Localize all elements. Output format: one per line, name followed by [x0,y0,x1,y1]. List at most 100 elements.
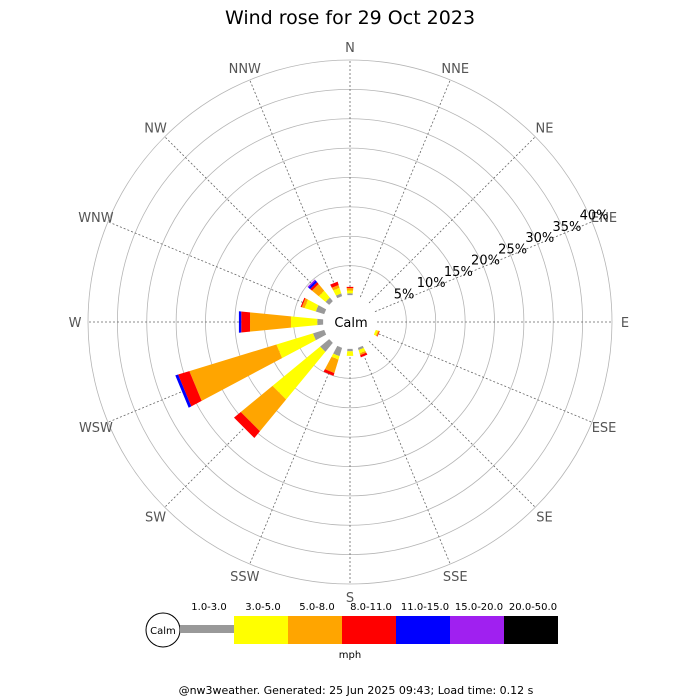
chart-title: Wind rose for 29 Oct 2023 [225,7,475,29]
spoke-ene [374,221,593,313]
speed-legend: Calm 1.0-3.0 3.0-5.0 5.0-8.0 8.0-11.0 11.0-15… [145,602,558,661]
direction-label-ne: NE [535,122,553,137]
legend-swatch-3.0-5.0 [234,616,288,644]
bar-nnw-3.0-5.0 [333,287,342,296]
ring-label-5pct: 5% [394,287,415,302]
ring-label-30pct: 30% [525,231,554,246]
calm-label: Calm [334,316,367,331]
bar-nnw-5.0-8.0 [331,284,340,291]
bar-wsw-5.0-8.0 [189,344,283,401]
bar-sw-3.0-5.0 [272,346,326,400]
spoke-wnw [107,221,326,313]
spoke-se [368,340,536,508]
legend-swatch-20.0-50.0 [504,616,558,644]
bar-wsw-1.0-3.0 [312,329,327,341]
direction-label-ssw: SSW [230,570,260,585]
legend-label-11.0-15.0: 11.0-15.0 [401,602,449,613]
ring-label-10pct: 10% [417,276,446,291]
direction-label-e: E [621,316,629,331]
legend-swatch-1.0-3.0 [180,625,234,633]
bar-ssw-1.0-3.0 [333,345,343,357]
bar-wsw-8.0-11.0 [178,371,202,407]
legend-label-5.0-8.0: 5.0-8.0 [299,602,334,613]
direction-label-nne: NNE [441,62,469,77]
bar-nnw-1.0-3.0 [335,293,343,299]
bar-s-1.0-3.0 [347,348,353,352]
legend-calm-label: Calm [150,626,176,637]
bar-n-1.0-3.0 [347,293,353,296]
bar-w-1.0-3.0 [317,318,324,326]
legend-swatch-11.0-15.0 [396,616,450,644]
direction-label-nnw: NNW [229,62,261,77]
bar-wsw-11.0-15.0 [175,374,192,408]
direction-label-sse: SSE [443,570,468,585]
legend-label-20.0-50.0: 20.0-50.0 [509,602,557,613]
bar-sse-3.0-5.0 [358,347,366,354]
direction-label-ese: ESE [592,421,617,436]
direction-label-wsw: WSW [79,421,113,436]
ring-label-40pct: 40% [580,209,609,224]
bar-sw-1.0-3.0 [320,339,333,352]
bar-wnw-8.0-11.0 [300,297,306,308]
ring-label-25pct: 25% [498,242,527,257]
bar-nw-8.0-11.0 [310,282,319,291]
legend-label-1.0-3.0: 1.0-3.0 [191,602,226,613]
legend-label-15.0-20.0: 15.0-20.0 [455,602,503,613]
bar-wnw-1.0-3.0 [315,305,327,315]
bar-w-8.0-11.0 [241,311,251,333]
direction-spokes [88,60,612,584]
legend-swatch-15.0-20.0 [450,616,504,644]
direction-label-n: N [345,41,355,56]
grid-ring [87,59,613,585]
bar-sw-5.0-8.0 [240,385,287,432]
bar-wsw-3.0-5.0 [276,333,316,359]
percentage-labels: 5%10%15%20%25%30%35%40% [394,209,609,303]
spoke-nw [164,136,332,304]
bar-n-5.0-8.0 [346,288,354,291]
bar-nw-3.0-5.0 [318,290,330,302]
direction-label-sw: SW [145,510,166,525]
legend-units: mph [339,650,361,661]
direction-label-ene: ENE [591,211,617,226]
legend-label-3.0-5.0: 3.0-5.0 [245,602,280,613]
spoke-ese [374,331,593,423]
bar-wnw-3.0-5.0 [304,299,319,312]
bar-ese-3.0-5.0 [373,329,379,336]
bar-sse-1.0-3.0 [357,345,364,351]
spoke-ssw [249,346,341,565]
calm-center: Calm [325,297,375,347]
grid-ring [175,147,525,497]
direction-label-w: W [69,316,82,331]
ring-label-20pct: 20% [471,254,500,269]
bar-ssw-8.0-11.0 [323,369,335,376]
ring-label-15pct: 15% [444,265,473,280]
bar-sw-8.0-11.0 [233,412,260,439]
bar-ese-5.0-8.0 [375,330,380,337]
bar-nw-5.0-8.0 [311,283,325,297]
bar-ssw-3.0-5.0 [331,353,340,360]
direction-label-wnw: WNW [78,211,114,226]
footer-text: @nw3weather. Generated: 25 Jun 2025 09:4… [179,684,534,697]
spoke-sse [359,346,451,565]
spoke-ne [368,136,536,304]
bar-w-11.0-15.0 [238,311,242,333]
wind-bars [175,279,380,439]
bar-nw-1.0-3.0 [325,297,333,305]
bar-nnw-8.0-11.0 [330,281,339,288]
spoke-nnw [249,79,341,298]
spoke-nne [359,79,451,298]
bar-sse-8.0-11.0 [360,352,368,358]
direction-label-se: SE [536,510,552,525]
calm-circle [325,297,375,347]
direction-label-s: S [346,591,354,606]
bar-w-3.0-5.0 [290,316,318,328]
direction-labels: N NNE NE ENE E ESE SE SSE S SSW SW WSW W WNW NW NNW [69,41,630,606]
bar-wnw-5.0-8.0 [301,298,309,309]
bar-ssw-5.0-8.0 [324,356,339,374]
legend-swatch-5.0-8.0 [288,616,342,644]
bar-ese-8.0-11.0 [376,330,380,337]
bar-nw-15.0-20.0 [307,279,316,288]
bar-sse-5.0-8.0 [359,351,367,356]
bar-n-3.0-5.0 [346,290,354,294]
